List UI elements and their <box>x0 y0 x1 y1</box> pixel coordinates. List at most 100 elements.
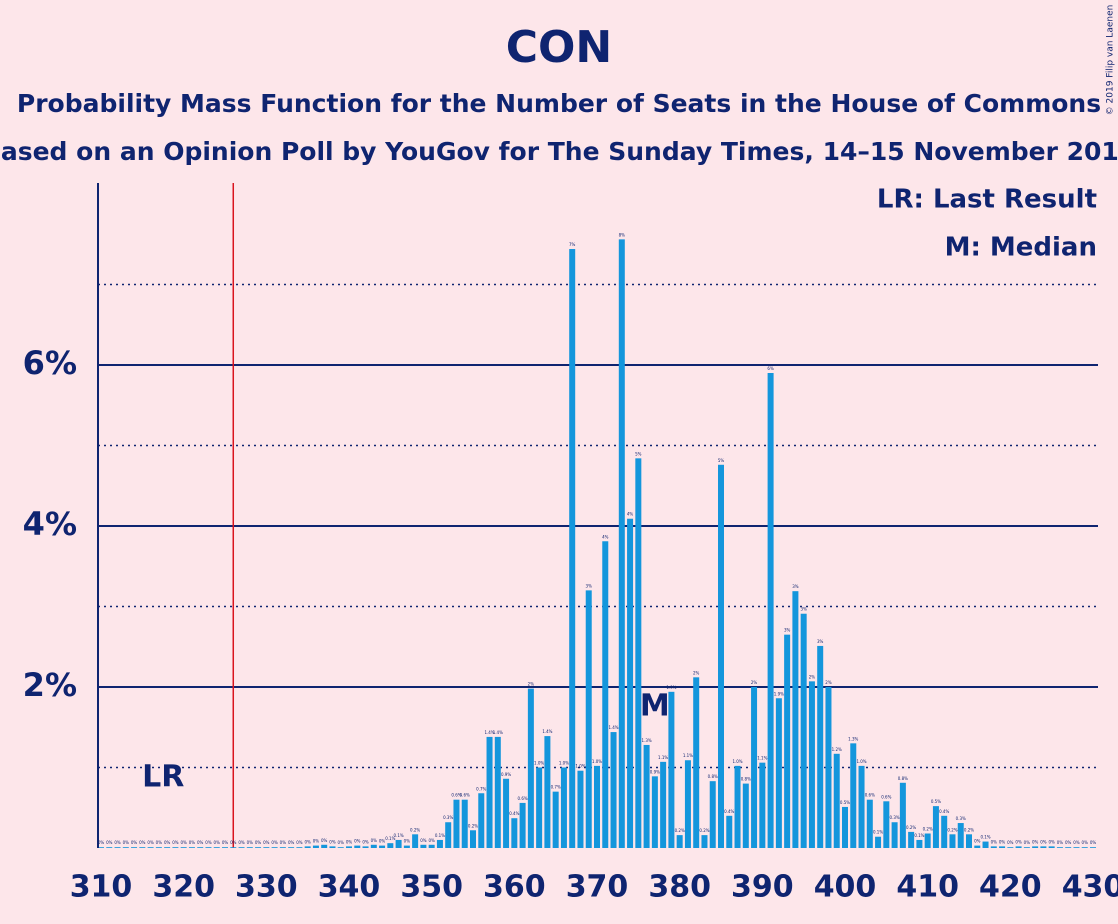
bar <box>188 847 195 848</box>
value-label: 0.6% <box>460 793 470 798</box>
bar <box>164 847 171 848</box>
bar <box>486 736 493 848</box>
value-label: 0% <box>247 840 254 845</box>
bar <box>767 373 774 848</box>
value-label: 0% <box>1090 840 1097 845</box>
bar <box>379 845 386 848</box>
value-label: 0.6% <box>881 794 891 799</box>
value-label: 0.7% <box>551 785 561 790</box>
value-label: 0% <box>346 839 353 844</box>
value-label: 1.2% <box>832 747 842 752</box>
value-label: 0% <box>362 839 369 844</box>
bar <box>536 767 543 848</box>
bar <box>222 847 228 848</box>
bar <box>701 835 708 848</box>
value-label: 6% <box>767 366 774 371</box>
value-label: 0.3% <box>956 816 966 821</box>
bar <box>982 841 989 848</box>
bar <box>618 239 625 848</box>
value-label: 0% <box>147 840 154 845</box>
bar <box>833 753 840 848</box>
value-label: 0% <box>280 840 287 845</box>
bar <box>1007 847 1014 848</box>
value-label: 2% <box>528 682 535 687</box>
bar <box>122 847 129 848</box>
bar <box>445 822 452 848</box>
value-label: 0% <box>123 840 130 845</box>
x-tick-label: 350 <box>400 870 463 905</box>
bar <box>1073 847 1080 848</box>
bar <box>651 776 658 848</box>
bar <box>461 799 468 848</box>
value-label: 2% <box>693 670 700 675</box>
bar <box>966 834 972 848</box>
value-label: 2% <box>751 680 758 685</box>
x-tick-label: 430 <box>1062 870 1118 905</box>
value-label: 0.8% <box>898 776 908 781</box>
bar <box>676 835 683 848</box>
bar <box>684 760 691 848</box>
bar <box>726 815 733 848</box>
value-label: 0% <box>1048 839 1055 844</box>
x-tick-label: 360 <box>483 870 546 905</box>
x-tick-label: 390 <box>731 870 794 905</box>
value-label: 0.4% <box>724 809 734 814</box>
bar <box>288 847 295 848</box>
value-label: 0.1% <box>873 830 883 835</box>
value-label: 0% <box>338 840 345 845</box>
value-label: 0% <box>139 840 146 845</box>
bar <box>784 634 791 848</box>
bar <box>98 847 104 848</box>
bar <box>230 847 237 848</box>
value-label: 0% <box>98 840 105 845</box>
bar <box>999 846 1006 848</box>
bar <box>792 591 799 848</box>
value-label: 0% <box>222 840 229 845</box>
value-label: 0% <box>999 839 1006 844</box>
bar <box>866 799 873 848</box>
bar <box>321 844 328 848</box>
x-tick-label: 320 <box>152 870 215 905</box>
value-label: 0% <box>214 840 221 845</box>
value-label: 0% <box>131 840 138 845</box>
bar <box>734 765 741 848</box>
value-label: 0% <box>420 838 427 843</box>
bar <box>329 846 336 848</box>
value-label: 0.7% <box>476 786 486 791</box>
value-label: 0.2% <box>468 823 478 828</box>
bar <box>131 847 138 848</box>
bar <box>949 834 956 848</box>
value-label: 0.9% <box>501 772 511 777</box>
value-label: 0.1% <box>914 833 924 838</box>
value-label: 1.1% <box>757 756 767 761</box>
x-tick-label: 310 <box>70 870 133 905</box>
value-label: 0.8% <box>708 774 718 779</box>
value-label: 0% <box>1032 839 1039 844</box>
bar <box>420 844 427 848</box>
bar <box>808 681 815 848</box>
bar <box>1065 847 1072 848</box>
value-label: 0% <box>197 840 204 845</box>
value-label: 0.4% <box>939 809 949 814</box>
bar <box>428 844 435 848</box>
bar <box>370 844 377 848</box>
value-label: 0.6% <box>451 793 461 798</box>
value-label: 1.3% <box>848 736 858 741</box>
value-label: 0% <box>230 840 237 845</box>
value-label: 1.4% <box>484 730 494 735</box>
value-label: 0% <box>288 840 295 845</box>
bar <box>1056 847 1063 848</box>
value-label: 0.6% <box>518 796 528 801</box>
bar <box>577 770 584 848</box>
bar <box>197 847 204 848</box>
median-label: M <box>640 689 670 724</box>
bar <box>643 744 650 848</box>
bar <box>412 834 419 848</box>
value-label: 0% <box>321 838 328 843</box>
bar <box>453 799 460 848</box>
bar <box>709 781 716 848</box>
bar <box>213 847 220 848</box>
bar <box>858 765 865 848</box>
